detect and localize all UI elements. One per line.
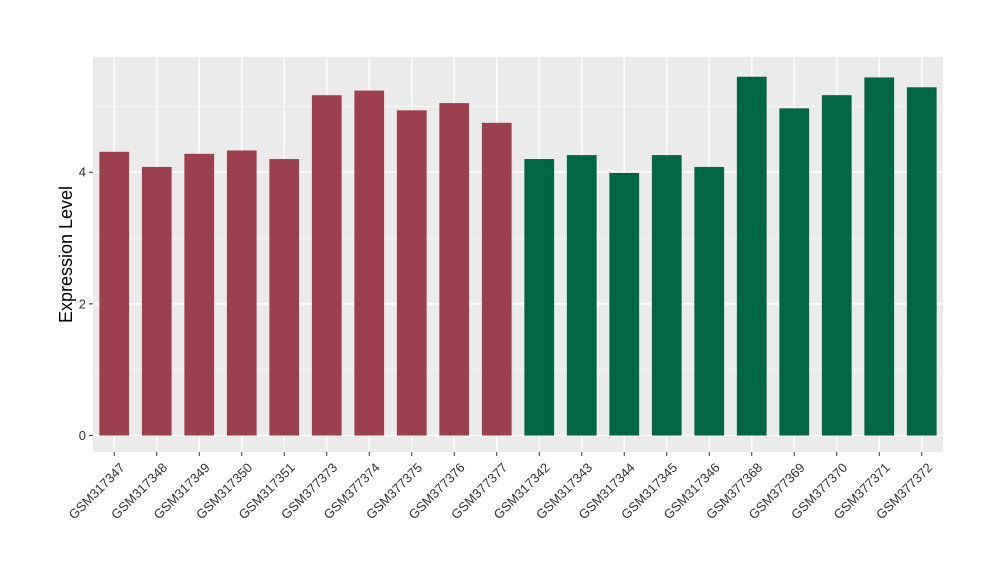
x-axis: GSM317347GSM317348GSM317349GSM317350GSM3…	[66, 452, 935, 522]
bar-GSM377376	[439, 103, 470, 436]
bar-GSM317350	[226, 150, 257, 436]
bar-GSM317351	[269, 159, 300, 436]
plot-panel	[93, 57, 943, 452]
bar-GSM317342	[524, 159, 555, 436]
bar-GSM377375	[396, 110, 427, 436]
bar-GSM377370	[821, 95, 852, 436]
bar-GSM317349	[184, 153, 215, 436]
bar-GSM377374	[354, 90, 385, 436]
bar-GSM377371	[864, 77, 895, 436]
y-tick-label: 0	[79, 428, 86, 443]
bar-GSM377377	[481, 122, 512, 436]
y-axis: 0 2 4	[79, 165, 93, 443]
y-axis-title: Expression Level	[56, 186, 76, 323]
bar-GSM317343	[566, 155, 597, 436]
bar-GSM317347	[99, 151, 130, 436]
bar-GSM317346	[694, 166, 725, 436]
y-tick-label: 4	[79, 165, 86, 180]
bar-GSM317344	[609, 172, 640, 436]
bar-GSM317348	[141, 166, 172, 436]
bar-GSM377369	[779, 108, 810, 436]
bar-GSM317345	[651, 155, 682, 436]
bar-GSM377368	[736, 76, 767, 436]
bars	[99, 76, 937, 436]
bar-GSM377373	[311, 95, 342, 436]
y-tick-label: 2	[79, 296, 86, 311]
bar-GSM377372	[906, 87, 937, 436]
